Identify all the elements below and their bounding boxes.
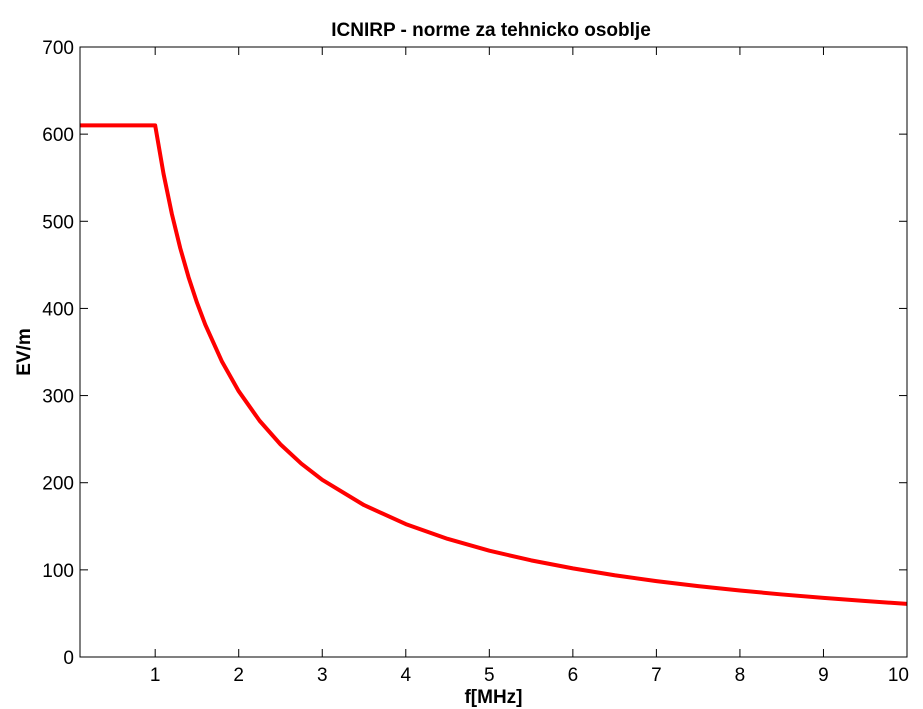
y-tick-label: 0 [63, 648, 74, 669]
y-axis-label: EV/m [14, 328, 35, 376]
y-tick-label: 600 [42, 125, 74, 146]
x-tick-label: 3 [317, 665, 328, 686]
x-tick-label: 5 [484, 665, 495, 686]
y-tick-label: 700 [42, 38, 74, 59]
x-tick-label: 8 [735, 665, 746, 686]
chart-title: ICNIRP - norme za tehnicko osoblje [331, 20, 651, 41]
x-tick-label: 4 [400, 665, 411, 686]
y-tick-label: 100 [42, 561, 74, 582]
x-tick-label: 10 [888, 665, 909, 686]
x-tick-label: 7 [651, 665, 662, 686]
x-tick-label: 1 [150, 665, 161, 686]
y-tick-label: 200 [42, 474, 74, 495]
x-tick-label: 2 [233, 665, 244, 686]
x-tick-label: 9 [818, 665, 829, 686]
y-tick-label: 500 [42, 212, 74, 233]
x-tick-label: 6 [568, 665, 579, 686]
y-tick-label: 400 [42, 299, 74, 320]
y-tick-label: 300 [42, 387, 74, 408]
x-axis-label: f[MHz] [464, 687, 522, 708]
